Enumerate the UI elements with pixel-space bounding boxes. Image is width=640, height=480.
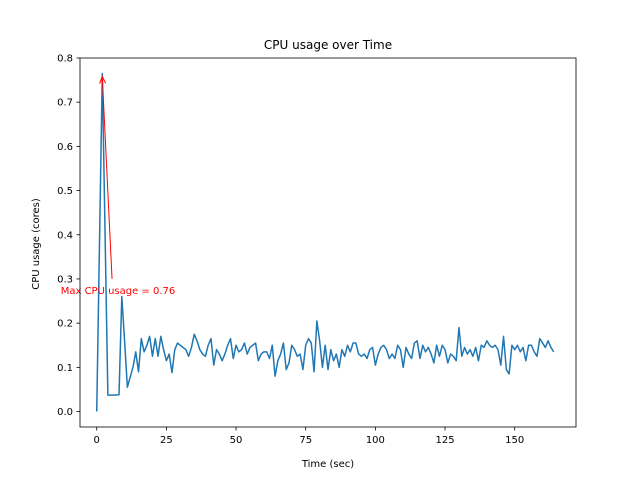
y-tick-label-7: 0.7 xyxy=(57,98,73,109)
y-axis-title: CPU usage (cores) xyxy=(31,198,42,290)
series-line-0 xyxy=(95,72,555,412)
x-tick-label-2: 50 xyxy=(230,435,243,446)
x-axis-title: Time (sec) xyxy=(301,459,354,470)
y-tick-label-5: 0.5 xyxy=(57,186,73,197)
y-tick-label-1: 0.1 xyxy=(57,363,73,374)
y-tick-label-4: 0.4 xyxy=(57,230,73,241)
x-tick-label-3: 75 xyxy=(299,435,312,446)
y-tick-label-2: 0.2 xyxy=(57,319,73,330)
y-tick-label-6: 0.6 xyxy=(57,142,73,153)
annotation-label: Max CPU usage = 0.76 xyxy=(61,286,176,297)
x-tick-label-4: 100 xyxy=(366,435,385,446)
annotation-arrow-line xyxy=(101,76,113,279)
x-tick-label-5: 125 xyxy=(435,435,454,446)
x-tick-label-1: 25 xyxy=(160,435,173,446)
y-tick-label-8: 0.8 xyxy=(57,54,73,65)
y-tick-label-3: 0.3 xyxy=(57,274,73,285)
x-tick-label-6: 150 xyxy=(505,435,524,446)
plot-area: 0 25 50 75 100 125 150 0.0 0.1 0.2 0.3 0.4 0.5 0.6 0.7… xyxy=(57,54,577,446)
annotation-arrow-head xyxy=(99,75,107,84)
chart-title: CPU usage over Time xyxy=(264,38,392,52)
y-tick-label-0: 0.0 xyxy=(57,407,73,418)
axes-frame xyxy=(79,57,577,428)
x-tick-label-0: 0 xyxy=(94,435,100,446)
